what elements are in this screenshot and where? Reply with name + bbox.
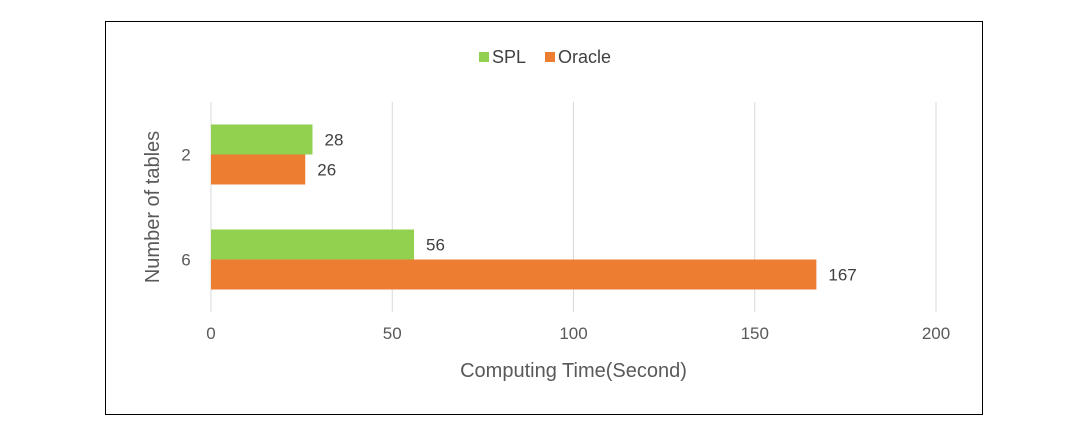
x-tick-label: 0 — [206, 324, 215, 343]
y-axis-title: Number of tables — [142, 131, 164, 283]
legend-swatch-oracle — [545, 52, 555, 62]
data-labels: 28 26 56 167 — [317, 131, 857, 285]
bar-spl-6 — [211, 229, 414, 260]
legend-label-spl: SPL — [492, 47, 526, 67]
bar-oracle-6 — [211, 259, 817, 290]
legend-swatch-spl — [479, 52, 489, 62]
y-tick-label: 6 — [181, 251, 190, 270]
data-label: 56 — [426, 236, 445, 255]
x-tick-label: 200 — [922, 324, 950, 343]
bar-oracle-2 — [211, 154, 306, 185]
x-tick-label: 100 — [559, 324, 587, 343]
data-label: 167 — [828, 266, 856, 285]
x-tick-label: 150 — [741, 324, 769, 343]
x-tick-label: 50 — [383, 324, 402, 343]
data-label: 28 — [325, 131, 344, 150]
bars — [211, 124, 817, 290]
x-axis-ticks: 0 50 100 150 200 — [206, 324, 950, 343]
y-axis-ticks: 26 — [181, 146, 190, 270]
x-axis-title: Computing Time(Second) — [460, 360, 687, 382]
data-label: 26 — [317, 161, 336, 180]
legend: SPL Oracle — [479, 47, 611, 67]
y-tick-label: 2 — [181, 146, 190, 165]
legend-label-oracle: Oracle — [558, 47, 611, 67]
bar-spl-2 — [211, 124, 313, 155]
